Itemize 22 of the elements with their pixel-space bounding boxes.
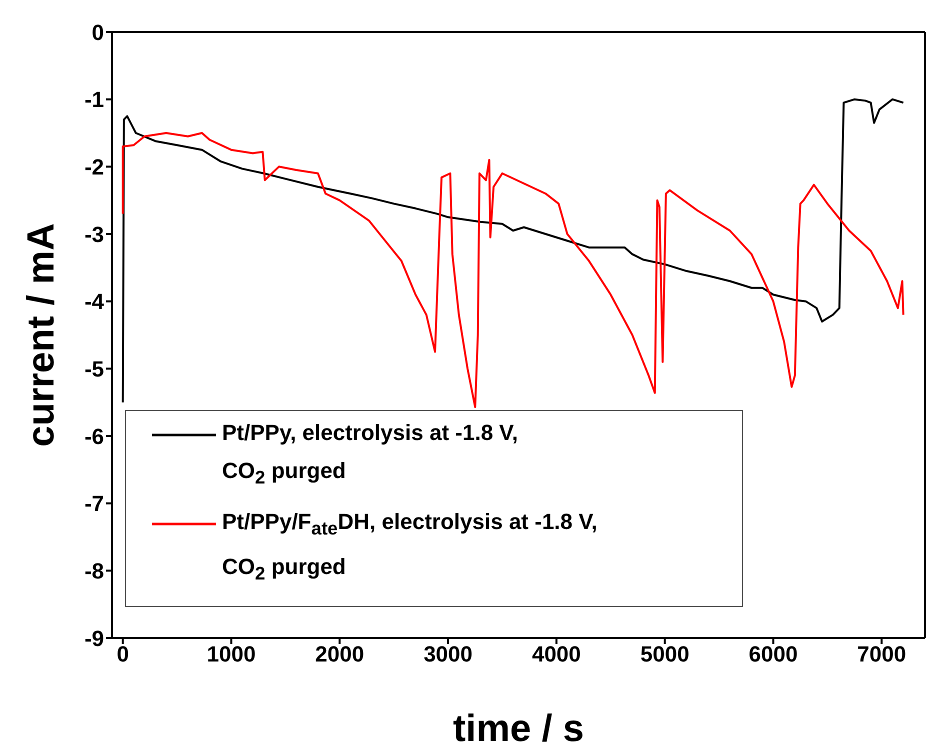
x-tick-label: 4000 [532,642,581,667]
x-tick-label: 5000 [640,642,690,667]
x-tick-label: 1000 [206,642,256,667]
legend-frame: Pt/PPy, electrolysis at -1.8 V, CO$_{2}$ purged Pt/PPy/F$_{ate}$DH, electrolysis at -1.8 V, CO$_{2}$ purged [125,410,743,608]
y-tick-label: -5 [84,356,104,382]
y-tick-label: -8 [84,558,104,584]
legend-label: Pt/PPy, electrolysis at -1.8 V, CO$_{2}$ purged [221,419,518,490]
x-tick-label: 7000 [857,642,906,667]
y-tick-label: -2 [84,154,104,180]
y-tick-label: -7 [84,491,104,516]
x-tick-label: 0 [116,642,129,667]
y-tick-label: -1 [84,87,104,112]
y-tick-label: -9 [84,626,104,651]
y-tick-label: -3 [84,222,104,247]
y-tick-label: 0 [92,20,104,45]
x-axis-title: time / s [453,708,584,747]
x-tick-label: 2000 [315,642,364,667]
y-tick-label: -4 [84,289,105,314]
x-tick-label: 3000 [424,642,473,667]
x-tick-label: 6000 [748,642,798,667]
y-tick-label: -6 [84,424,104,449]
y-axis-title: current / mA [20,223,62,447]
